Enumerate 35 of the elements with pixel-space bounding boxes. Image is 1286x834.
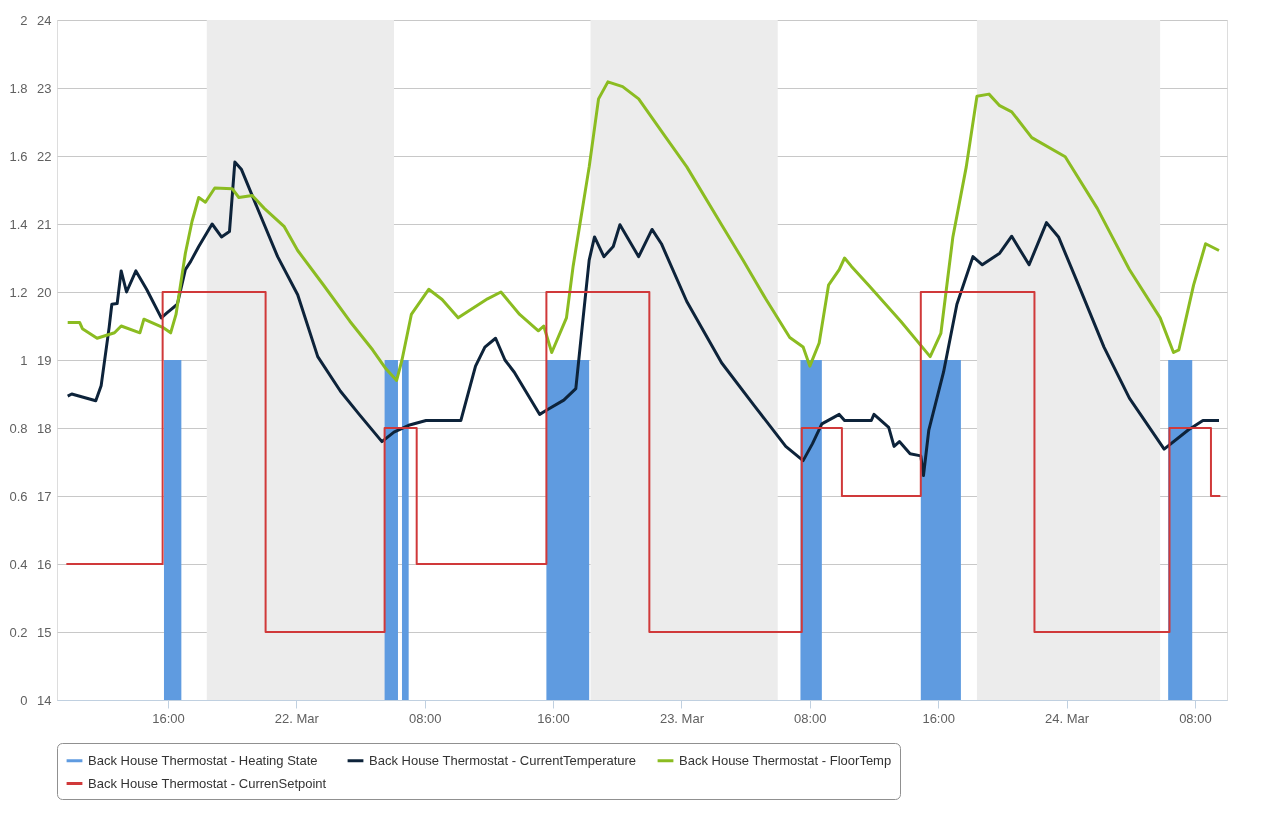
y2-tick-label: 1.2 [9, 284, 28, 300]
y2-tick-label: 0 [20, 692, 28, 708]
y2-tick-label: 0.6 [9, 488, 28, 504]
legend-label: Back House Thermostat - CurrentTemperature [369, 752, 637, 768]
y-tick-label: 16 [37, 556, 52, 572]
y-tick-label: 17 [37, 488, 52, 504]
y-tick-label: 19 [37, 352, 52, 368]
y-tick-label: 24 [37, 12, 52, 28]
y2-tick-label: 1.8 [9, 80, 28, 96]
y2-tick-label: 0.4 [9, 556, 28, 572]
x-tick-label: 16:00 [537, 710, 570, 726]
x-tick-label: 16:00 [922, 710, 955, 726]
x-tick-label: 16:00 [152, 710, 185, 726]
legend-label: Back House Thermostat - Heating State [88, 752, 318, 768]
y-tick-label: 22 [37, 148, 52, 164]
y2-tick-label: 1.4 [9, 216, 28, 232]
x-tick-label: 23. Mar [659, 710, 705, 726]
legend-label: Back House Thermostat - FloorTemp [679, 752, 892, 768]
x-tick-label: 08:00 [408, 710, 442, 726]
y-tick-label: 23 [37, 80, 52, 96]
y2-tick-label: 1 [20, 352, 28, 368]
y-tick-label: 14 [37, 692, 52, 708]
x-tick-label: 22. Mar [274, 710, 320, 726]
x-tick-label: 08:00 [1179, 710, 1212, 726]
y2-tick-label: 2 [20, 12, 28, 28]
y-tick-label: 21 [37, 216, 52, 232]
x-tick-label: 24. Mar [1045, 710, 1090, 726]
y2-tick-label: 0.2 [9, 624, 28, 640]
x-tick-label: 08:00 [794, 710, 827, 726]
y-tick-label: 15 [37, 624, 52, 640]
legend-label: Back House Thermostat - CurrenSetpoint [88, 775, 327, 791]
y2-tick-label: 1.6 [9, 148, 28, 164]
y2-tick-label: 0.8 [9, 420, 28, 436]
y-tick-label: 20 [37, 284, 52, 300]
y-tick-label: 18 [37, 420, 52, 436]
